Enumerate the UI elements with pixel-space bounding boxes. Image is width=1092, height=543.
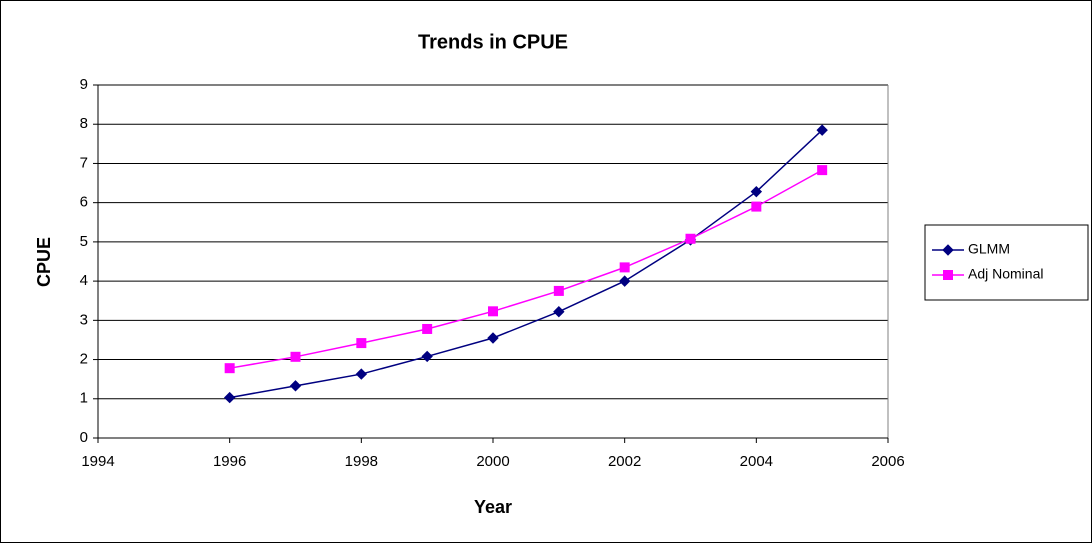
x-tick-label: 2002: [608, 453, 641, 470]
x-axis-title: Year: [474, 497, 512, 517]
x-tick-label: 2006: [871, 453, 904, 470]
data-point: [355, 368, 368, 380]
data-point: [223, 391, 236, 404]
data-point: [618, 275, 631, 287]
y-tick-label: 6: [80, 194, 88, 211]
data-point: [487, 332, 499, 344]
data-point: [356, 338, 367, 349]
y-tick-label: 1: [80, 390, 88, 407]
data-point: [685, 233, 696, 244]
chart-title: Trends in CPUE: [418, 31, 568, 53]
y-tick-label: 7: [80, 154, 88, 171]
x-tick-label: 2000: [476, 453, 509, 470]
legend-marker: [943, 270, 953, 280]
series-line: [229, 129, 823, 399]
y-tick-label: 9: [80, 76, 88, 93]
x-tick-label: 2004: [740, 453, 773, 470]
y-tick-label: 5: [80, 233, 88, 250]
x-tick-label: 1996: [213, 453, 246, 470]
data-point: [290, 351, 301, 362]
x-tick-label: 1998: [345, 453, 378, 470]
legend-box: [924, 224, 1089, 301]
data-point: [224, 363, 235, 374]
data-point: [553, 285, 564, 296]
y-tick-label: 0: [80, 429, 88, 446]
y-tick-label: 3: [80, 311, 88, 328]
x-tick-label: 1994: [81, 453, 114, 470]
y-tick-label: 8: [80, 115, 88, 132]
data-point: [751, 201, 762, 212]
data-point: [816, 124, 828, 136]
legend-marker: [942, 244, 954, 256]
legend-label: Adj Nominal: [968, 266, 1043, 282]
data-point: [289, 380, 302, 392]
y-tick-label: 2: [80, 351, 88, 368]
data-point: [422, 323, 433, 334]
series-line: [229, 169, 823, 369]
data-point: [619, 262, 630, 273]
y-tick-label: 4: [80, 272, 88, 289]
data-point: [817, 165, 828, 176]
y-axis-title: CPUE: [34, 237, 54, 287]
data-point: [421, 350, 433, 363]
legend-label: GLMM: [968, 241, 1010, 257]
data-point: [488, 306, 498, 317]
data-point: [750, 185, 763, 198]
data-point: [553, 305, 565, 318]
